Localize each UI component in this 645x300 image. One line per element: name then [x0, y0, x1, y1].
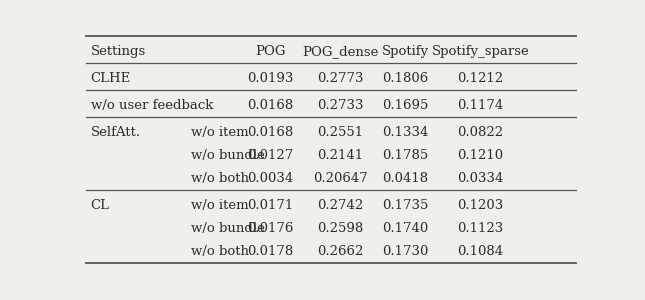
Text: 0.0418: 0.0418 — [382, 172, 429, 185]
Text: 0.0168: 0.0168 — [248, 99, 293, 112]
Text: Settings: Settings — [90, 45, 146, 58]
Text: 0.1785: 0.1785 — [382, 149, 429, 162]
Text: 0.1123: 0.1123 — [457, 222, 504, 235]
Text: 0.0127: 0.0127 — [248, 149, 293, 162]
Text: 0.1084: 0.1084 — [457, 245, 504, 258]
Text: 0.1806: 0.1806 — [382, 72, 429, 85]
Text: SelfAtt.: SelfAtt. — [90, 126, 141, 139]
Text: 0.1174: 0.1174 — [457, 99, 504, 112]
Text: 0.2551: 0.2551 — [317, 126, 364, 139]
Text: 0.2141: 0.2141 — [317, 149, 364, 162]
Text: 0.0168: 0.0168 — [248, 126, 293, 139]
Text: 0.1730: 0.1730 — [382, 245, 429, 258]
Text: Spotify: Spotify — [382, 45, 429, 58]
Text: 0.1695: 0.1695 — [382, 99, 429, 112]
Text: 0.2733: 0.2733 — [317, 99, 364, 112]
Text: 0.0171: 0.0171 — [248, 199, 293, 212]
Text: 0.20647: 0.20647 — [313, 172, 368, 185]
Text: POG_dense: POG_dense — [303, 45, 379, 58]
Text: w/o item: w/o item — [191, 126, 248, 139]
Text: POG: POG — [255, 45, 286, 58]
Text: 0.1334: 0.1334 — [382, 126, 429, 139]
Text: 0.0822: 0.0822 — [457, 126, 504, 139]
Text: 0.1740: 0.1740 — [382, 222, 429, 235]
Text: w/o both: w/o both — [191, 172, 248, 185]
Text: Spotify_sparse: Spotify_sparse — [432, 45, 530, 58]
Text: 0.1735: 0.1735 — [382, 199, 429, 212]
Text: w/o user feedback: w/o user feedback — [90, 99, 213, 112]
Text: w/o both: w/o both — [191, 245, 248, 258]
Text: 0.1210: 0.1210 — [457, 149, 504, 162]
Text: w/o bundle: w/o bundle — [191, 149, 264, 162]
Text: CLHE: CLHE — [90, 72, 131, 85]
Text: 0.0193: 0.0193 — [248, 72, 293, 85]
Text: 0.0176: 0.0176 — [248, 222, 293, 235]
Text: 0.0178: 0.0178 — [248, 245, 293, 258]
Text: 0.2662: 0.2662 — [317, 245, 364, 258]
Text: 0.2773: 0.2773 — [317, 72, 364, 85]
Text: CL: CL — [90, 199, 110, 212]
Text: 0.2742: 0.2742 — [317, 199, 364, 212]
Text: w/o item: w/o item — [191, 199, 248, 212]
Text: 0.2598: 0.2598 — [317, 222, 364, 235]
Text: 0.0334: 0.0334 — [457, 172, 504, 185]
Text: w/o bundle: w/o bundle — [191, 222, 264, 235]
Text: 0.1203: 0.1203 — [457, 199, 504, 212]
Text: 0.0034: 0.0034 — [248, 172, 293, 185]
Text: 0.1212: 0.1212 — [457, 72, 504, 85]
